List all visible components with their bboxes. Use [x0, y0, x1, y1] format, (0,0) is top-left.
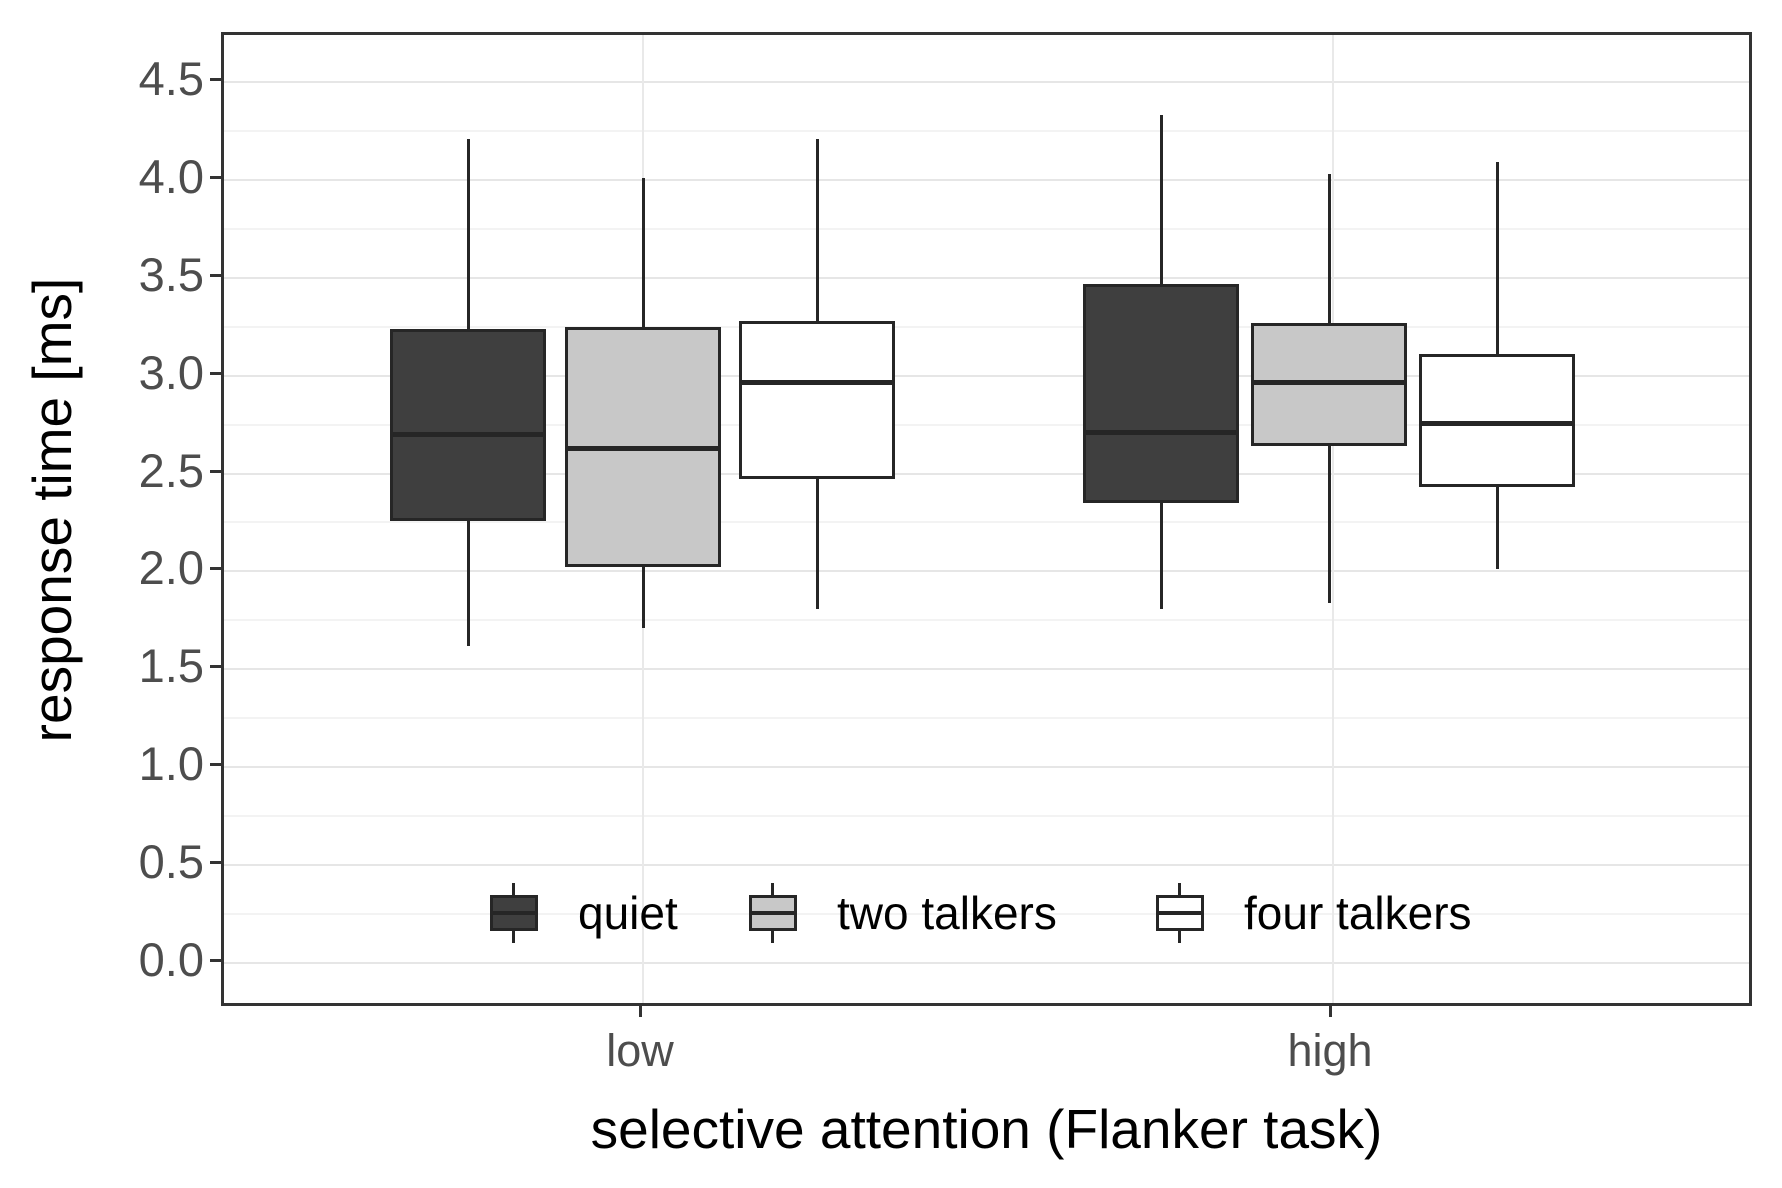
legend-entry-two-talkers: two talkers: [749, 881, 1057, 945]
y-tick-mark-3.5: [210, 274, 221, 277]
lower-whisker-four-talkers-low: [816, 479, 819, 609]
median-four-talkers-low: [742, 380, 892, 385]
gridline-category-high: [1332, 35, 1334, 1003]
lower-whisker-two-talkers-low: [642, 567, 645, 628]
legend-entry-four-talkers: four talkers: [1156, 881, 1472, 945]
gridline-minor: [224, 913, 1749, 915]
y-tick-label-3.5: 3.5: [138, 248, 204, 301]
upper-whisker-quiet-low: [467, 139, 470, 329]
legend-key-median-line: [752, 911, 794, 915]
median-two-talkers-high: [1254, 380, 1404, 385]
gridline-minor: [224, 521, 1749, 523]
y-tick-mark-0.5: [210, 861, 221, 864]
gridline-major: [224, 864, 1749, 866]
gridline-major: [224, 179, 1749, 181]
lower-whisker-quiet-high: [1160, 503, 1163, 609]
x-axis-title: selective attention (Flanker task): [590, 1098, 1383, 1160]
gridline-minor: [224, 717, 1749, 719]
gridline-major: [224, 668, 1749, 670]
y-tick-label-2.5: 2.5: [138, 444, 204, 497]
gridline-minor: [224, 424, 1749, 426]
legend-label-two-talkers: two talkers: [837, 887, 1057, 939]
plot-panel: quiet two talkers four talkers: [221, 32, 1752, 1006]
upper-whisker-four-talkers-low: [816, 139, 819, 321]
legend-key-four-talkers-icon: [1156, 883, 1204, 943]
legend-label-quiet: quiet: [578, 887, 678, 939]
y-tick-mark-4.5: [210, 78, 221, 81]
gridline-minor: [224, 130, 1749, 132]
y-tick-mark-1.0: [210, 763, 221, 766]
legend-key-quiet-icon: [490, 883, 538, 943]
y-tick-mark-3.0: [210, 372, 221, 375]
legend-key-median-line: [493, 911, 535, 915]
y-tick-label-2.0: 2.0: [138, 541, 204, 594]
y-tick-mark-4.0: [210, 176, 221, 179]
box-four-talkers-high: [1419, 354, 1575, 487]
x-tick-mark-low: [639, 1006, 642, 1017]
gridline-major: [224, 570, 1749, 572]
x-tick-label-high: high: [1287, 1025, 1373, 1076]
gridline-major: [224, 81, 1749, 83]
upper-whisker-two-talkers-low: [642, 178, 645, 327]
box-quiet-low: [390, 329, 546, 521]
y-tick-label-1.5: 1.5: [138, 639, 204, 692]
box-quiet-high: [1083, 284, 1239, 503]
y-tick-label-4.0: 4.0: [138, 150, 204, 203]
legend-entry-quiet: quiet: [490, 881, 678, 945]
gridline-major: [224, 766, 1749, 768]
lower-whisker-four-talkers-high: [1496, 487, 1499, 569]
y-tick-label-3.0: 3.0: [138, 346, 204, 399]
median-four-talkers-high: [1422, 421, 1572, 426]
gridline-minor: [224, 619, 1749, 621]
y-tick-label-0.5: 0.5: [138, 835, 204, 888]
y-tick-label-0.0: 0.0: [138, 933, 204, 986]
y-tick-mark-1.5: [210, 665, 221, 668]
gridline-minor: [224, 815, 1749, 817]
median-quiet-low: [393, 432, 543, 437]
median-two-talkers-low: [568, 446, 718, 451]
x-tick-label-low: low: [606, 1025, 674, 1076]
upper-whisker-two-talkers-high: [1328, 174, 1331, 323]
y-tick-label-1.0: 1.0: [138, 737, 204, 790]
y-tick-mark-0.0: [210, 959, 221, 962]
legend-key-median-line: [1159, 911, 1201, 915]
median-quiet-high: [1086, 430, 1236, 435]
box-four-talkers-low: [739, 321, 895, 479]
lower-whisker-quiet-low: [467, 521, 470, 646]
lower-whisker-two-talkers-high: [1328, 446, 1331, 603]
upper-whisker-quiet-high: [1160, 115, 1163, 284]
y-tick-mark-2.5: [210, 470, 221, 473]
gridline-major: [224, 962, 1749, 964]
gridline-minor: [224, 228, 1749, 230]
y-tick-mark-2.0: [210, 567, 221, 570]
upper-whisker-four-talkers-high: [1496, 162, 1499, 354]
y-tick-label-4.5: 4.5: [138, 52, 204, 105]
gridline-major: [224, 375, 1749, 377]
gridline-major: [224, 473, 1749, 475]
x-tick-mark-high: [1329, 1006, 1332, 1017]
gridline-minor: [224, 326, 1749, 328]
gridline-major: [224, 277, 1749, 279]
legend-key-two-talkers-icon: [749, 883, 797, 943]
legend-label-four-talkers: four talkers: [1244, 887, 1472, 939]
